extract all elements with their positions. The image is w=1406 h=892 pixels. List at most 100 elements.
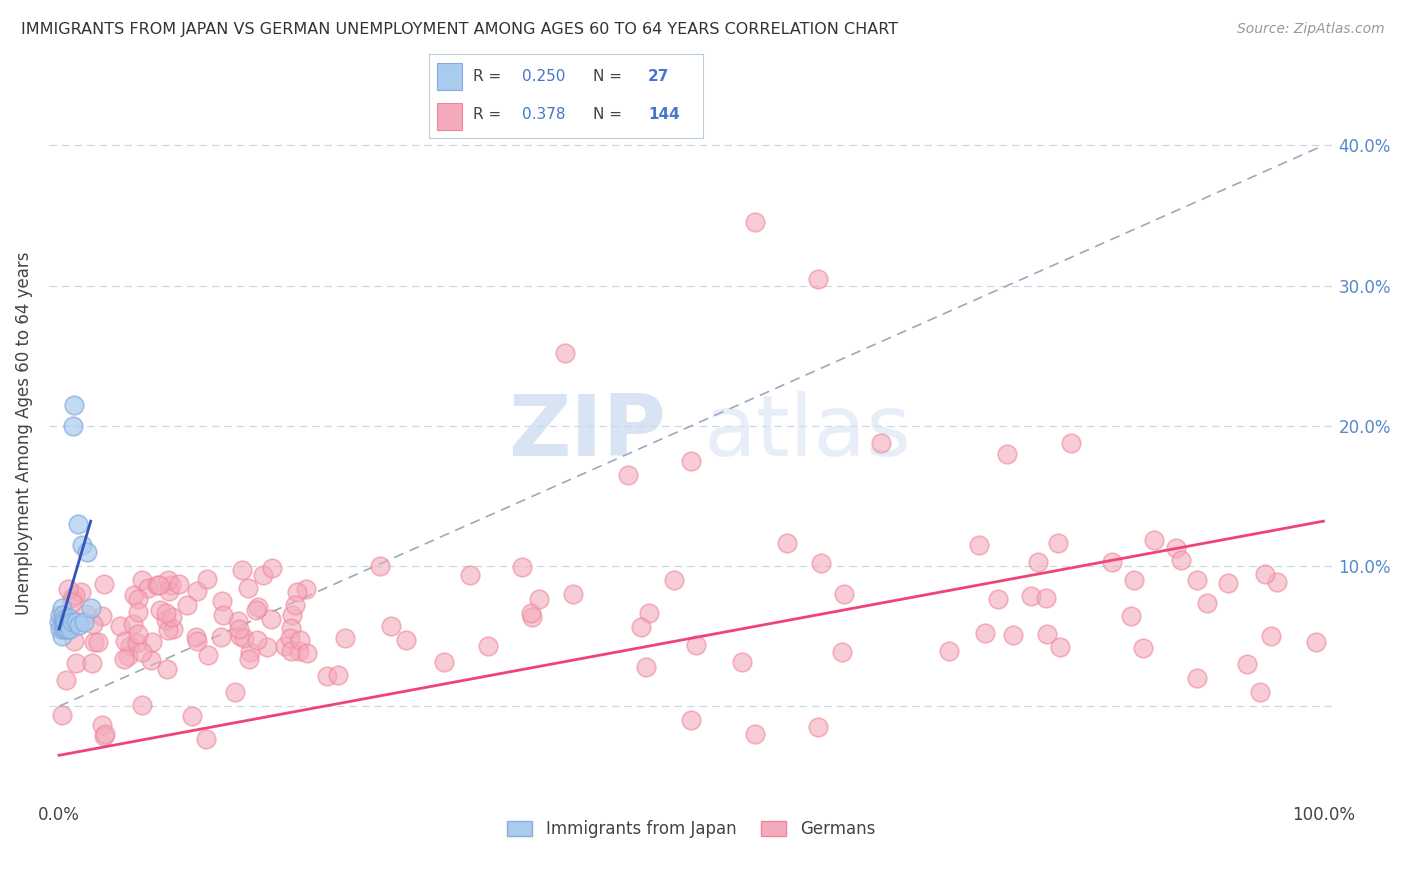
Point [1185, 671, 1208, 685]
Point [145, 578, 167, 592]
Point [380, 619, 402, 633]
Point [252, 567, 274, 582]
Point [1101, 555, 1123, 569]
Point [280, 621, 302, 635]
Point [49, 622, 72, 636]
Point [76, 545, 98, 559]
Point [433, 655, 456, 669]
Point [211, 630, 233, 644]
Point [1305, 635, 1327, 649]
Point [67, 618, 90, 632]
Point [82, 617, 104, 632]
Point [70, 585, 93, 599]
Point [1046, 536, 1069, 550]
Point [224, 685, 246, 699]
Point [56, 615, 79, 629]
Text: 0.250: 0.250 [522, 69, 565, 84]
Point [58, 618, 80, 632]
Point [295, 582, 318, 597]
Point [122, 616, 145, 631]
Point [280, 607, 302, 622]
Point [1166, 541, 1188, 556]
Point [256, 640, 278, 655]
Text: R =: R = [472, 107, 506, 122]
Point [776, 535, 799, 549]
Point [561, 587, 583, 601]
Text: 144: 144 [648, 107, 681, 122]
Point [127, 605, 149, 619]
Point [529, 592, 551, 607]
Point [58, 611, 80, 625]
Point [55, 622, 77, 636]
Point [127, 627, 149, 641]
Point [1035, 591, 1057, 606]
Point [167, 577, 190, 591]
Point [278, 632, 301, 646]
Point [127, 592, 149, 607]
Text: R =: R = [472, 69, 506, 84]
Point [274, 639, 297, 653]
Legend: Immigrants from Japan, Germans: Immigrants from Japan, Germans [501, 814, 882, 845]
Point [162, 622, 184, 636]
Point [1119, 608, 1142, 623]
Point [228, 622, 250, 636]
Point [1132, 641, 1154, 656]
Point [120, 639, 142, 653]
Point [58, 582, 80, 596]
Point [90, 609, 112, 624]
Point [149, 603, 172, 617]
Point [260, 561, 283, 575]
Point [62, 418, 84, 433]
Point [73, 615, 96, 629]
Point [80, 601, 103, 615]
Point [195, 572, 218, 586]
Point [131, 573, 153, 587]
Point [285, 584, 308, 599]
Point [810, 556, 832, 570]
Point [870, 435, 893, 450]
Text: N =: N = [593, 107, 623, 122]
Point [1049, 640, 1071, 655]
Point [52, 608, 75, 623]
Point [1249, 685, 1271, 699]
Point [94, 726, 117, 740]
Point [195, 732, 218, 747]
Point [1059, 435, 1081, 450]
Text: N =: N = [593, 69, 623, 84]
Point [520, 606, 543, 620]
Point [131, 645, 153, 659]
Point [664, 573, 686, 587]
Point [160, 578, 183, 592]
Point [987, 591, 1010, 606]
Point [155, 613, 177, 627]
Point [807, 720, 830, 734]
Point [477, 639, 499, 653]
Point [231, 564, 253, 578]
Point [197, 648, 219, 662]
Point [744, 215, 766, 229]
Point [973, 625, 995, 640]
Point [1019, 590, 1042, 604]
Point [93, 577, 115, 591]
FancyBboxPatch shape [437, 62, 461, 90]
Point [807, 271, 830, 285]
Y-axis label: Unemployment Among Ages 60 to 64 years: Unemployment Among Ages 60 to 64 years [15, 251, 32, 615]
Point [212, 608, 235, 623]
Point [60, 595, 83, 609]
Point [184, 630, 207, 644]
Point [1218, 575, 1240, 590]
Point [238, 652, 260, 666]
Point [368, 559, 391, 574]
Point [51, 629, 73, 643]
Point [55, 622, 77, 636]
Point [65, 656, 87, 670]
Point [315, 669, 337, 683]
Point [63, 588, 86, 602]
Text: 0.378: 0.378 [522, 107, 565, 122]
Point [127, 636, 149, 650]
Point [326, 667, 349, 681]
Point [284, 598, 307, 612]
FancyBboxPatch shape [437, 103, 461, 130]
Point [236, 581, 259, 595]
Point [186, 633, 208, 648]
